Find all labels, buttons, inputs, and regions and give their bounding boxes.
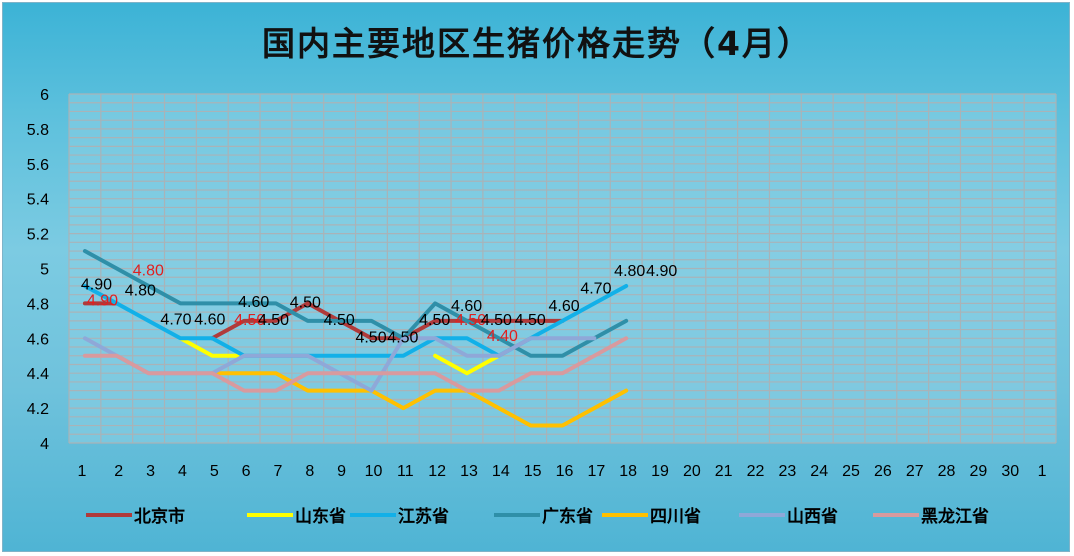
y-tick-label: 4 <box>40 436 49 453</box>
y-tick-label: 5 <box>40 262 49 279</box>
data-label: 4.40 <box>487 328 518 345</box>
x-tick-label: 3 <box>146 463 155 480</box>
legend-label: 山西省 <box>787 506 838 527</box>
y-tick-label: 4.4 <box>27 366 49 383</box>
data-label: 4.50 <box>387 329 418 346</box>
legend-label: 山东省 <box>295 506 346 527</box>
x-tick-label: 18 <box>619 463 637 480</box>
x-tick-label: 26 <box>874 463 892 480</box>
data-label: 4.50 <box>234 312 265 329</box>
y-tick-label: 5.2 <box>27 227 49 244</box>
data-label: 4.50 <box>419 312 450 329</box>
x-tick-label: 1 <box>1038 463 1047 480</box>
grid-lines <box>68 93 1057 444</box>
line-chart: 44.24.44.64.855.25.45.65.86 1 2 3 4 5 6 7 8 9 10 1… <box>27 87 1057 527</box>
data-label: 4.60 <box>194 311 225 328</box>
x-tick-label: 22 <box>747 463 765 480</box>
x-tick-label: 13 <box>460 463 478 480</box>
series-line <box>82 249 629 358</box>
x-tick-label: 21 <box>715 463 733 480</box>
data-label: 4.80 <box>614 263 645 280</box>
legend: 北京市 山东省 江苏省 广东省 四川省 山西省 黑龙江省 <box>86 506 989 527</box>
data-label: 4.50 <box>515 312 546 329</box>
y-tick-label: 4.6 <box>27 331 49 348</box>
x-tick-label: 19 <box>651 463 669 480</box>
data-label: 4.90 <box>81 276 112 293</box>
data-label: 4.70 <box>160 311 191 328</box>
x-tick-label: 4 <box>178 463 187 480</box>
data-label: 4.50 <box>355 329 386 346</box>
x-tick-label: 25 <box>842 463 860 480</box>
data-label: 4.80 <box>125 282 156 299</box>
series-line <box>178 336 247 358</box>
x-tick-label: 15 <box>524 463 542 480</box>
x-tick-label: 28 <box>938 463 956 480</box>
y-tick-label: 4.2 <box>27 401 49 418</box>
data-label: 4.60 <box>549 298 580 315</box>
series-line <box>210 301 565 341</box>
x-tick-label: 23 <box>778 463 796 480</box>
y-axis-ticks: 4 4.2 4.4 4.6 4.8 5 5.2 5.4 5.6 5.8 6 <box>27 87 49 453</box>
chart-title: 国内主要地区生猪价格走势（4月） <box>262 24 812 63</box>
series-line <box>210 371 629 428</box>
data-label: 4.50 <box>258 312 289 329</box>
x-tick-label: 30 <box>1001 463 1019 480</box>
legend-label: 黑龙江省 <box>921 506 989 527</box>
x-axis-ticks: 1 2 3 4 5 6 7 8 9 10 11 12 13 14 15 16 17 18 19 20 21 22 23 24 2… <box>77 463 1046 480</box>
x-tick-label: 29 <box>970 463 988 480</box>
x-tick-label: 14 <box>492 463 510 480</box>
y-tick-label: 4.8 <box>27 296 49 313</box>
y-tick-label: 5.4 <box>27 192 49 209</box>
data-label: 4.50 <box>324 312 355 329</box>
data-label: 4.50 <box>290 294 321 311</box>
data-label: 4.80 <box>133 262 164 279</box>
x-tick-label: 7 <box>273 463 282 480</box>
series-line <box>433 353 501 376</box>
series-line <box>82 336 629 393</box>
data-label: 4.90 <box>87 292 118 309</box>
x-tick-label: 11 <box>397 463 414 480</box>
x-tick-label: 6 <box>242 463 251 480</box>
y-tick-label: 6 <box>40 87 49 104</box>
x-tick-label: 9 <box>337 463 346 480</box>
x-tick-label: 12 <box>428 463 446 480</box>
x-tick-label: 17 <box>587 463 605 480</box>
x-tick-label: 8 <box>305 463 314 480</box>
data-label: 4.70 <box>580 280 611 297</box>
data-label: 4.50 <box>455 312 486 329</box>
legend-label: 四川省 <box>650 506 701 527</box>
series-line <box>82 283 629 358</box>
x-tick-label: 16 <box>556 463 574 480</box>
x-tick-label: 2 <box>114 463 123 480</box>
legend-label: 江苏省 <box>398 506 449 527</box>
series-lines <box>82 249 629 428</box>
legend-label: 北京市 <box>134 506 185 527</box>
x-tick-label: 24 <box>810 463 828 480</box>
data-label: 4.50 <box>481 312 512 329</box>
x-tick-label: 10 <box>365 463 383 480</box>
data-labels: 4.904.904.804.804.70 4.604.604.504.504.50… <box>81 262 678 346</box>
x-tick-label: 1 <box>77 463 86 480</box>
legend-label: 广东省 <box>542 506 593 527</box>
data-label: 4.90 <box>646 263 677 280</box>
x-tick-label: 5 <box>210 463 219 480</box>
data-label: 4.60 <box>451 298 482 315</box>
y-tick-label: 5.8 <box>27 122 49 139</box>
y-tick-label: 5.6 <box>27 157 49 174</box>
x-tick-label: 27 <box>906 463 924 480</box>
x-tick-label: 20 <box>683 463 701 480</box>
data-label: 4.60 <box>238 294 269 311</box>
